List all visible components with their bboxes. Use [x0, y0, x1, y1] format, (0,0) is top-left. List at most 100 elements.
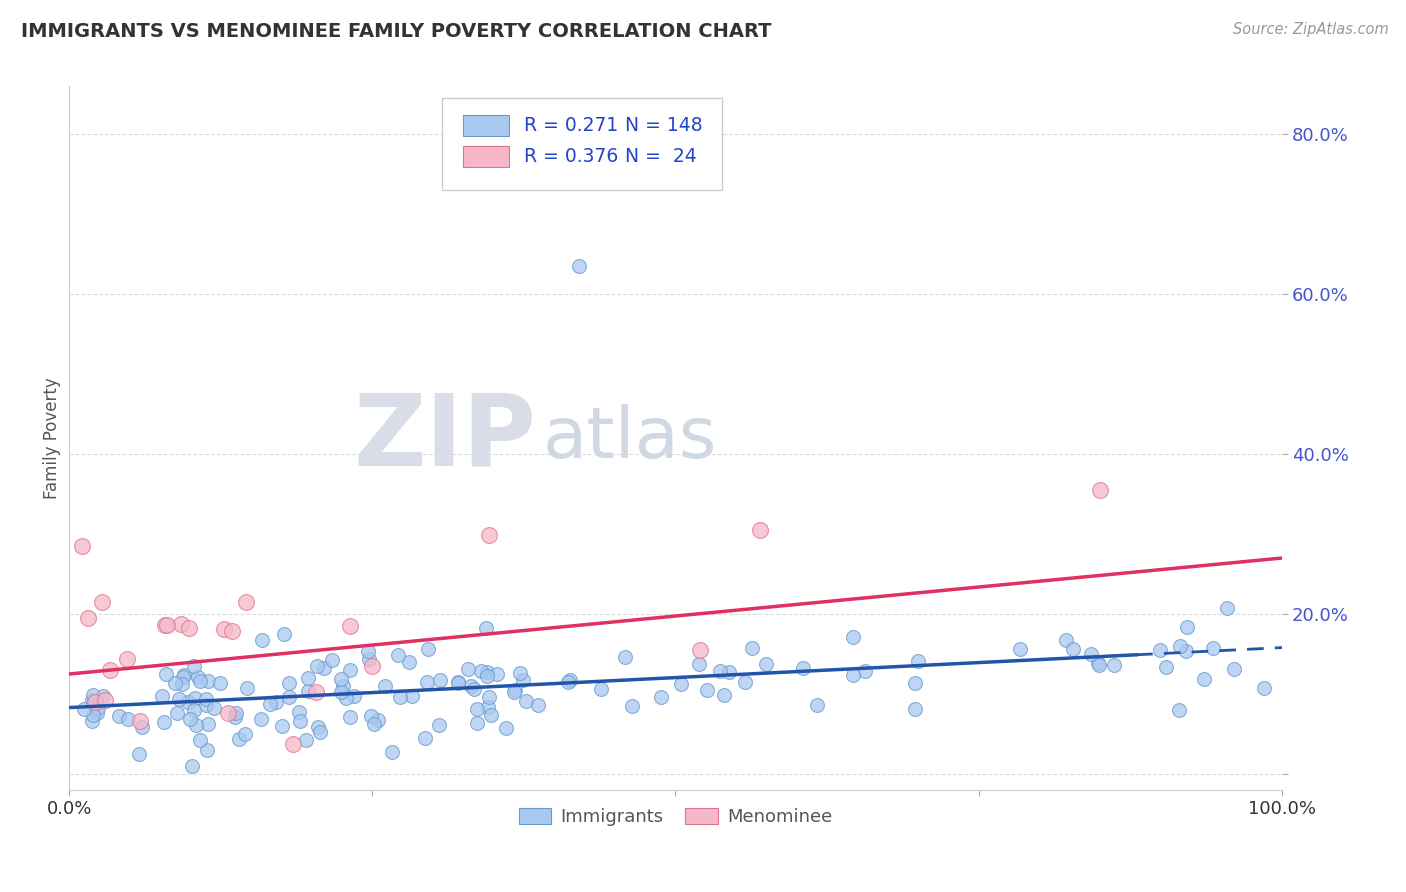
Point — [177, 695, 200, 709]
Point — [842, 630, 865, 644]
Point — [183, 658, 205, 673]
Point — [841, 667, 863, 681]
Point — [1175, 644, 1198, 658]
Point — [305, 659, 328, 673]
Point — [614, 650, 637, 665]
Point — [688, 657, 710, 671]
Point — [427, 717, 450, 731]
Point — [343, 689, 366, 703]
Point — [387, 648, 409, 663]
Point — [1054, 633, 1077, 648]
Point — [225, 706, 247, 720]
Point — [184, 718, 207, 732]
Point — [460, 679, 482, 693]
Point — [357, 644, 380, 658]
Point — [235, 595, 257, 609]
Point — [1223, 662, 1246, 676]
Point — [108, 709, 131, 723]
Point — [381, 745, 404, 759]
Point — [363, 717, 385, 731]
Point — [509, 666, 531, 681]
Point — [1253, 681, 1275, 695]
Point — [195, 691, 218, 706]
Point — [278, 675, 301, 690]
Point — [1149, 643, 1171, 657]
Point — [1177, 620, 1199, 634]
Point — [188, 733, 211, 747]
Point — [235, 727, 257, 741]
Point — [457, 662, 479, 676]
Point — [183, 690, 205, 705]
Text: N = 148: N = 148 — [624, 116, 702, 135]
Point — [309, 725, 332, 739]
Point — [183, 703, 205, 717]
Legend: Immigrants, Menominee: Immigrants, Menominee — [512, 801, 839, 834]
Point — [187, 670, 209, 684]
Point — [689, 643, 711, 657]
Point — [82, 693, 104, 707]
Point — [907, 655, 929, 669]
Point — [1167, 702, 1189, 716]
Point — [307, 720, 329, 734]
Point — [314, 661, 336, 675]
Point — [470, 664, 492, 678]
Point — [718, 665, 741, 679]
Point — [221, 624, 243, 638]
Point — [197, 717, 219, 731]
Point — [153, 714, 176, 729]
Text: R = 0.376: R = 0.376 — [524, 147, 619, 166]
Point — [696, 682, 718, 697]
Point — [1156, 659, 1178, 673]
Text: N =  24: N = 24 — [624, 147, 696, 166]
Text: atlas: atlas — [543, 404, 717, 473]
Point — [209, 675, 232, 690]
Point — [70, 539, 93, 553]
Point — [361, 659, 384, 673]
Point — [170, 617, 193, 632]
Point — [128, 747, 150, 761]
Y-axis label: Family Poverty: Family Poverty — [44, 377, 60, 499]
Point — [82, 707, 104, 722]
Point — [749, 523, 772, 537]
FancyBboxPatch shape — [441, 98, 721, 191]
Point — [294, 733, 316, 747]
Point — [339, 618, 361, 632]
Point — [270, 718, 292, 732]
Point — [217, 706, 239, 721]
Point — [94, 693, 117, 707]
Point — [467, 716, 489, 731]
Point — [330, 685, 353, 699]
Point — [166, 706, 188, 721]
Point — [177, 621, 200, 635]
Point — [475, 665, 498, 679]
Point — [477, 669, 499, 683]
Point — [82, 688, 104, 702]
Point — [713, 688, 735, 702]
FancyBboxPatch shape — [464, 114, 509, 136]
Point — [131, 720, 153, 734]
Text: IMMIGRANTS VS MENOMINEE FAMILY POVERTY CORRELATION CHART: IMMIGRANTS VS MENOMINEE FAMILY POVERTY C… — [21, 22, 772, 41]
Point — [388, 690, 411, 704]
Point — [236, 681, 259, 695]
Point — [273, 627, 295, 641]
Point — [188, 674, 211, 689]
Point — [76, 611, 98, 625]
Point — [755, 657, 778, 671]
Text: ZIP: ZIP — [353, 390, 536, 487]
Point — [329, 672, 352, 686]
Point — [557, 675, 579, 690]
Point — [172, 670, 194, 684]
Point — [709, 664, 731, 678]
Point — [401, 690, 423, 704]
Point — [477, 699, 499, 714]
Point — [515, 694, 537, 708]
Point — [741, 641, 763, 656]
Point — [98, 663, 121, 677]
Point — [558, 673, 581, 687]
Point — [806, 698, 828, 712]
Point — [281, 737, 304, 751]
Point — [86, 706, 108, 720]
Point — [734, 675, 756, 690]
Point — [297, 683, 319, 698]
FancyBboxPatch shape — [464, 146, 509, 168]
